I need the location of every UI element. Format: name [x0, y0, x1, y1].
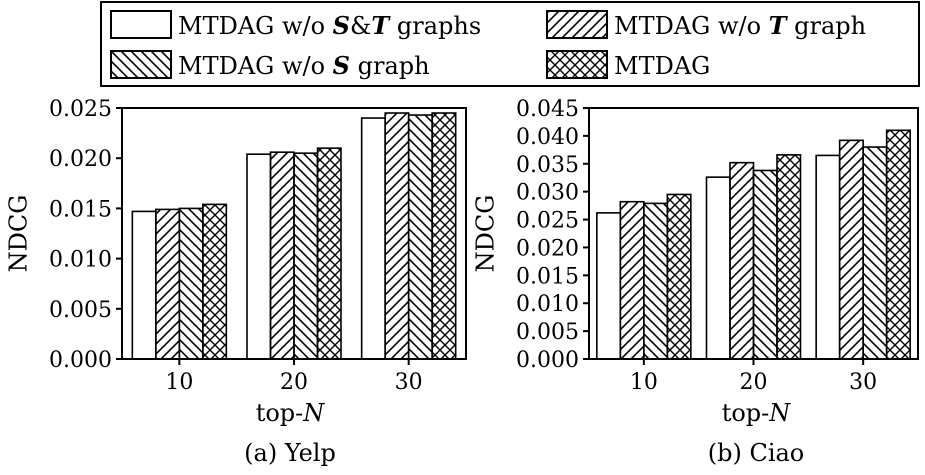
x-tick-label: 20 [280, 370, 308, 395]
x-tick-label: 10 [165, 370, 193, 395]
bar [619, 200, 645, 360]
y-tick-label: 0.005 [49, 298, 112, 323]
plot-frame [121, 107, 467, 360]
bar [596, 212, 622, 360]
y-tick-label: 0.000 [49, 348, 112, 373]
bar [666, 193, 692, 360]
bar [705, 176, 731, 360]
y-tick-label: 0.025 [516, 209, 579, 234]
bar [384, 112, 410, 360]
text-part: graphs [389, 12, 481, 40]
bar [316, 147, 342, 360]
legend-frame [100, 1, 920, 87]
y-tick-label: 0.010 [516, 292, 579, 317]
bar [360, 117, 386, 360]
bar [431, 112, 457, 360]
chart-panels: 10 20 300.0000.0050.0100.0150.0200.025NDCG… [5, 97, 919, 467]
bar [862, 146, 888, 360]
text-part: top- [722, 399, 770, 427]
y-tick-label: 0.040 [516, 125, 579, 150]
legend-swatch [110, 50, 172, 79]
y-axis-label: NDCG [472, 195, 500, 273]
panel-caption: (b) Ciao [708, 439, 805, 467]
y-tick-label: 0.020 [49, 147, 112, 172]
y-axis-label: NDCG [5, 195, 33, 273]
bar [155, 208, 181, 360]
plot-frame [588, 107, 919, 360]
bar [838, 139, 864, 360]
y-tick-label: 0.030 [516, 181, 579, 206]
bar [178, 207, 204, 360]
y-tick-label: 0.005 [516, 320, 579, 345]
y-tick-label: 0.010 [49, 248, 112, 273]
text-part: & [350, 12, 371, 40]
bar [815, 154, 841, 360]
legend-label: MTDAG [614, 52, 710, 80]
chart-panel: 10 20 30 0.000 0.005 0.010 0.015 0.020 0.025 NDCG… [5, 97, 467, 467]
x-tick-label: 30 [395, 370, 423, 395]
legend-swatch [110, 10, 172, 39]
bar [202, 203, 228, 360]
legend-label: MTDAG w/o S&T graphs [178, 11, 481, 40]
bar [407, 114, 433, 360]
bar [269, 151, 295, 360]
y-tick-label: 0.035 [516, 153, 579, 178]
bar [643, 202, 669, 360]
text-part: MTDAG w/o [614, 12, 769, 40]
text-part: S [333, 51, 350, 80]
y-tick-label: 0.045 [516, 97, 579, 122]
y-tick-label: 0.015 [516, 264, 579, 289]
text-part: MTDAG [614, 52, 710, 80]
bar [752, 169, 778, 360]
x-axis-label: top-N [256, 399, 326, 427]
bar [246, 153, 272, 360]
text-part: MTDAG w/o [178, 52, 333, 80]
x-tick-label: 30 [849, 370, 877, 395]
bar [776, 154, 802, 360]
text-part: T [371, 11, 391, 40]
x-tick-label: 10 [630, 370, 658, 395]
legend-swatch [546, 10, 608, 39]
bar [729, 161, 755, 360]
bar [885, 129, 911, 360]
text-part: S [333, 11, 350, 40]
bar [293, 152, 319, 360]
legend-label: MTDAG w/o T graph [614, 11, 866, 40]
text-part: graph [350, 52, 430, 80]
text-part: graph [787, 12, 867, 40]
y-tick-label: 0.020 [516, 236, 579, 261]
text-part: N [302, 399, 325, 427]
panel-caption: (a) Yelp [244, 439, 336, 467]
text-part: N [768, 399, 791, 427]
y-tick-label: 0.025 [49, 97, 112, 122]
legend: MTDAG w/o S&T graphs MTDAG w/o T graphMTD… [100, 1, 920, 87]
legend-label: MTDAG w/o S graph [178, 51, 430, 80]
x-tick-label: 20 [740, 370, 768, 395]
text-part: top- [256, 399, 304, 427]
text-part: MTDAG w/o [178, 12, 333, 40]
bar [131, 210, 157, 360]
text-part: T [769, 11, 789, 40]
y-tick-label: 0.000 [516, 348, 579, 373]
y-tick-label: 0.015 [49, 197, 112, 222]
x-axis-label: top-N [722, 399, 792, 427]
legend-swatch [546, 50, 608, 79]
